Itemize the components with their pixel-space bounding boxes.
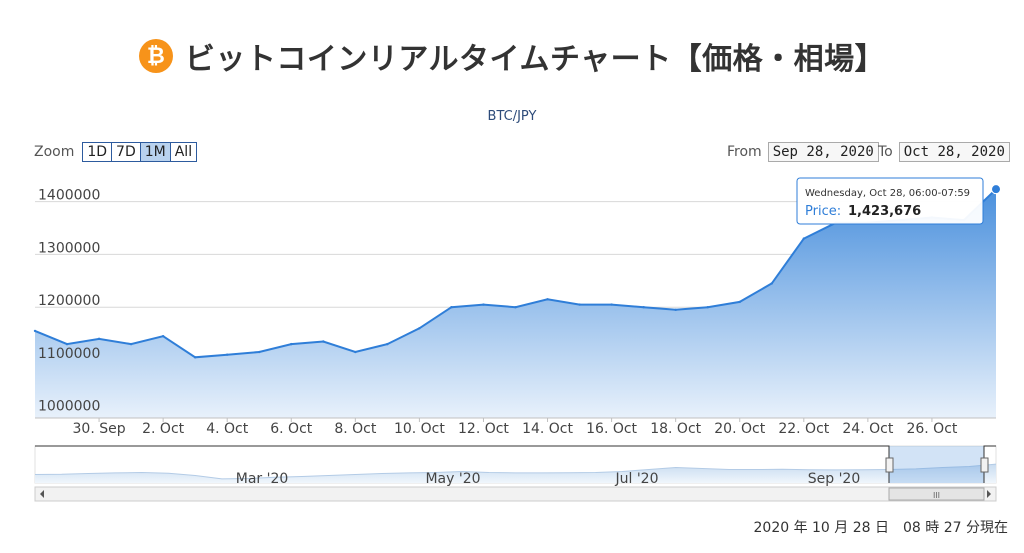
zoom-selector: Zoom 1D 7D 1M All <box>34 142 198 162</box>
data-point <box>770 282 773 285</box>
navigator-label: Sep '20 <box>808 471 861 487</box>
tooltip-series-label: Price: <box>805 204 841 219</box>
navigator-handle[interactable] <box>885 457 894 473</box>
chart-title: BTC/JPY <box>487 109 537 124</box>
data-point <box>129 342 133 346</box>
data-point <box>354 350 357 354</box>
timestamp: 2020 年 10 月 28 日 08 時 27 分現在 <box>753 520 1009 536</box>
data-point <box>514 305 517 309</box>
to-label: To <box>878 144 893 160</box>
to-date-input[interactable]: Oct 28, 2020 <box>898 142 1010 162</box>
navigator-label: Mar '20 <box>236 471 289 487</box>
data-point <box>258 350 261 354</box>
x-tick-label: 12. Oct <box>458 421 509 437</box>
data-point <box>738 300 741 304</box>
tooltip-value: 1,423,676 <box>848 204 921 219</box>
tooltip-header: Wednesday, Oct 28, 06:00-07:59 <box>805 188 970 199</box>
x-tick-label: 20. Oct <box>714 421 765 437</box>
data-point <box>578 303 581 306</box>
price-area-fill <box>35 189 996 418</box>
x-tick-label: 16. Oct <box>586 421 637 437</box>
zoom-1d-button[interactable]: 1D <box>82 142 113 162</box>
zoom-label: Zoom <box>34 144 75 160</box>
data-point <box>161 335 165 338</box>
data-point <box>418 327 421 330</box>
zoom-all-button[interactable]: All <box>169 142 198 162</box>
tooltip: Wednesday, Oct 28, 06:00-07:59 Price: 1,… <box>796 177 984 225</box>
data-point <box>450 305 453 309</box>
data-point <box>482 303 485 306</box>
x-axis: 30. Sep 2. Oct 4. Oct 6. Oct 8. Oct 10. Oct 12… <box>35 417 996 437</box>
tooltip-box <box>796 177 984 225</box>
scrollbar-thumb[interactable] <box>888 487 985 501</box>
data-point <box>546 298 549 301</box>
data-point <box>386 342 389 346</box>
navigator-label: Jul '20 <box>614 471 658 487</box>
from-label: From <box>727 144 762 160</box>
x-tick-label: 30. Sep <box>73 421 126 437</box>
data-point <box>642 305 645 309</box>
data-point <box>226 353 229 356</box>
data-point <box>802 237 805 240</box>
scroll-right-arrow-icon[interactable] <box>987 490 991 498</box>
navigator-area <box>35 464 996 483</box>
zoom-7d-button[interactable]: 7D <box>111 142 141 162</box>
from-date-input[interactable]: Sep 28, 2020 <box>767 142 879 162</box>
page-title: ビットコインリアルタイムチャート【価格・相場】 <box>184 42 886 77</box>
data-point <box>290 342 293 346</box>
data-point <box>193 356 197 359</box>
data-point <box>322 340 325 343</box>
zoom-1m-button[interactable]: 1M <box>139 142 171 162</box>
range-from: From Sep 28, 2020 <box>727 142 879 162</box>
y-tick-label: 1300000 <box>38 240 100 256</box>
range-to: To Oct 28, 2020 <box>878 142 1010 162</box>
x-tick-label: 26. Oct <box>906 421 957 437</box>
x-tick-label: 6. Oct <box>270 421 313 437</box>
x-tick-label: 24. Oct <box>842 421 893 437</box>
y-tick-label: 1100000 <box>38 346 100 362</box>
scrollbar-track[interactable] <box>34 486 997 502</box>
x-tick-label: 10. Oct <box>394 421 445 437</box>
y-tick-label: 1400000 <box>38 188 100 204</box>
page-header: ₿ ビットコインリアルタイムチャート【価格・相場】 <box>0 34 1024 78</box>
data-point <box>674 308 677 312</box>
x-tick-label: 22. Oct <box>778 421 829 437</box>
x-tick-label: 8. Oct <box>334 421 377 437</box>
navigator-label: May '20 <box>425 471 480 487</box>
y-tick-label: 1000000 <box>38 399 100 415</box>
y-axis: 1000000 1100000 1200000 1300000 1400000 <box>38 188 100 415</box>
data-point <box>706 305 709 309</box>
navigator-selection <box>889 446 984 483</box>
navigator-handle[interactable] <box>980 457 989 473</box>
data-point <box>97 337 101 341</box>
data-point <box>65 342 69 346</box>
data-point <box>610 303 613 306</box>
x-tick-label: 14. Oct <box>522 421 573 437</box>
navigator[interactable]: Mar '20 May '20 Jul '20 Sep '20 III <box>34 445 997 502</box>
x-tick-label: 18. Oct <box>650 421 701 437</box>
bitcoin-icon: ₿ <box>138 39 173 73</box>
x-tick-label: 2. Oct <box>142 421 185 437</box>
hover-marker <box>991 184 1001 195</box>
scrollbar-grip-icon: III <box>933 491 940 500</box>
scroll-left-arrow-icon[interactable] <box>40 490 44 498</box>
y-tick-label: 1200000 <box>38 293 100 309</box>
data-point <box>33 329 37 333</box>
x-tick-label: 4. Oct <box>206 421 249 437</box>
navigator-line <box>34 463 997 480</box>
